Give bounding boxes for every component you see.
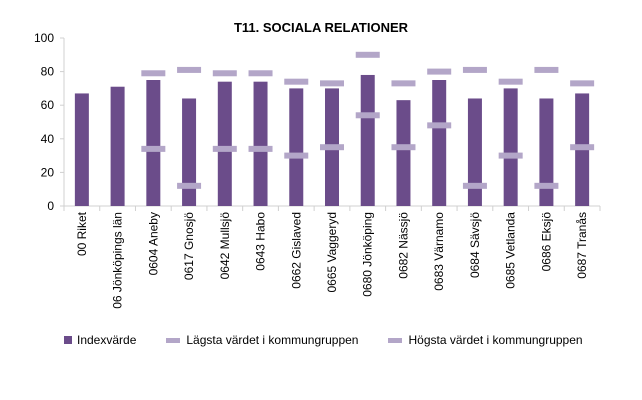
marker	[391, 80, 416, 87]
x-tick-label: 0680 Jönköping	[361, 212, 375, 297]
marker	[212, 145, 237, 152]
x-tick-label: 0617 Gnosjö	[182, 212, 196, 280]
x-tick-label: 0642 Mullsjö	[218, 212, 232, 280]
marker	[534, 182, 559, 189]
x-tick-label: 0682 Nässjö	[396, 212, 410, 279]
y-tick-label: 40	[41, 132, 55, 146]
x-tick-label: 0665 Vaggeryd	[325, 212, 339, 293]
marker	[462, 66, 487, 73]
x-tick-label: 0643 Habo	[254, 212, 268, 271]
y-tick-label: 20	[41, 165, 55, 179]
x-tick-label: 00 Riket	[75, 211, 89, 256]
marker	[284, 152, 309, 159]
marker	[498, 78, 523, 85]
legend-swatch	[166, 337, 181, 343]
y-tick-label: 100	[34, 31, 54, 45]
marker	[355, 112, 380, 119]
legend-label: Högsta värdet i kommungruppen	[408, 333, 583, 347]
bar	[432, 80, 447, 206]
bar	[110, 86, 125, 206]
bar	[396, 100, 411, 206]
bar	[289, 88, 304, 206]
marker	[212, 70, 237, 77]
bar	[539, 98, 554, 206]
marker	[391, 144, 416, 151]
marker	[570, 144, 595, 151]
legend-item: Lägsta värdet i kommungruppen	[166, 333, 358, 347]
bar	[146, 80, 161, 206]
marker	[141, 70, 166, 77]
legend-label: Indexvärde	[77, 333, 137, 347]
x-tick-label: 0687 Tranås	[575, 212, 589, 279]
bar	[503, 88, 518, 206]
chart-legend: Indexvärde Lägsta värdet i kommungruppen H…	[64, 332, 613, 348]
y-tick-label: 0	[47, 199, 54, 213]
bar	[217, 81, 232, 206]
marker	[248, 70, 273, 77]
legend-swatch	[64, 336, 72, 344]
x-tick-label: 0683 Värnamo	[432, 212, 446, 291]
legend-label: Lägsta värdet i kommungruppen	[186, 333, 359, 347]
legend-item: Högsta värdet i kommungruppen	[388, 333, 583, 347]
marker	[462, 182, 487, 189]
legend-swatch	[388, 337, 403, 343]
marker	[498, 152, 523, 159]
marker	[355, 51, 380, 58]
y-tick-label: 80	[41, 65, 55, 79]
x-tick-label: 0662 Gislaved	[289, 212, 303, 289]
marker	[141, 145, 166, 152]
legend-item: Indexvärde	[64, 333, 136, 347]
marker	[177, 66, 202, 73]
chart-title: T11. SOCIALA RELATIONER	[233, 20, 409, 35]
x-tick-label: 0686 Eksjö	[539, 212, 553, 272]
x-tick-label: 0685 Vetlanda	[504, 212, 518, 289]
x-tick-label: 06 Jönköpings län	[111, 212, 125, 309]
bar	[74, 93, 89, 206]
y-tick-label: 60	[41, 98, 55, 112]
marker	[534, 66, 559, 73]
marker	[427, 68, 452, 75]
marker	[320, 144, 344, 151]
bar	[467, 98, 482, 206]
bar	[360, 74, 375, 207]
marker	[570, 80, 595, 87]
marker	[284, 78, 309, 85]
bar	[253, 81, 268, 206]
bar	[182, 98, 197, 206]
x-tick-label: 0684 Sävsjö	[468, 212, 482, 278]
marker	[248, 145, 273, 152]
marker	[320, 80, 344, 87]
x-tick-label: 0604 Aneby	[146, 212, 160, 275]
marker	[427, 122, 452, 129]
marker	[177, 182, 202, 189]
